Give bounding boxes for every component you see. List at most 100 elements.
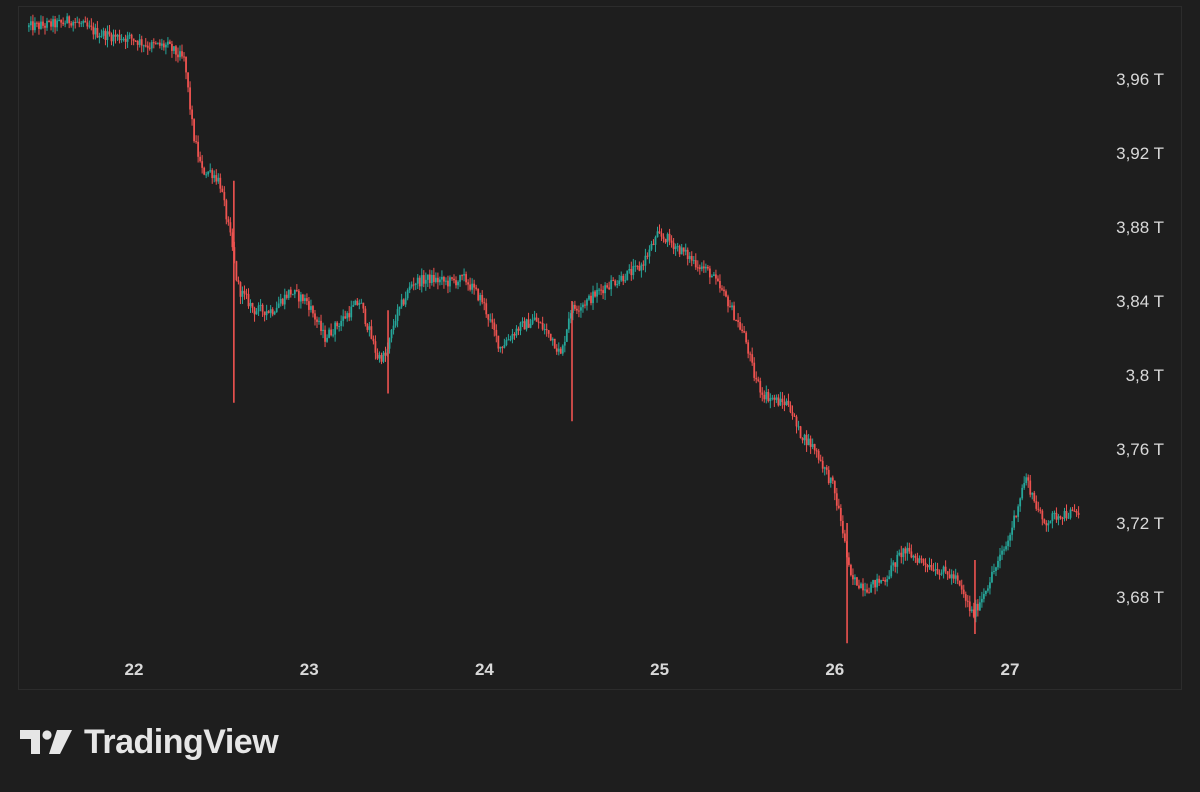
candle-body bbox=[880, 579, 883, 583]
candle-body bbox=[203, 167, 206, 175]
candle-body bbox=[169, 41, 171, 44]
candle-body bbox=[1019, 498, 1022, 507]
candle-body bbox=[745, 332, 748, 343]
candle-body bbox=[201, 161, 204, 168]
candle-body bbox=[136, 41, 139, 45]
candle-body bbox=[684, 249, 687, 252]
candle-body bbox=[400, 299, 403, 307]
candle-body bbox=[436, 277, 439, 283]
candle-body bbox=[229, 222, 232, 233]
candle-body bbox=[561, 345, 564, 354]
candle-body bbox=[432, 274, 435, 282]
candle-body bbox=[70, 23, 73, 26]
candle-body bbox=[314, 313, 316, 320]
candle-body bbox=[1027, 477, 1030, 481]
candle-body bbox=[658, 231, 661, 234]
candle-body bbox=[964, 594, 967, 601]
candle-body bbox=[273, 312, 276, 315]
candle-body bbox=[185, 56, 187, 73]
candle-body bbox=[62, 22, 65, 25]
y-tick-label: 3,84 T bbox=[1116, 292, 1164, 311]
candle-body bbox=[402, 299, 405, 305]
candle-body bbox=[96, 27, 99, 38]
candle-body bbox=[1033, 492, 1036, 502]
candle-body bbox=[342, 316, 345, 321]
candle-body bbox=[1041, 510, 1044, 520]
candle-body bbox=[177, 54, 179, 58]
candle-body bbox=[710, 275, 713, 278]
candle-body bbox=[894, 562, 897, 567]
candle-body bbox=[1061, 517, 1064, 519]
candle-body bbox=[1021, 487, 1024, 499]
candle-body bbox=[634, 265, 637, 267]
candle-body bbox=[713, 274, 715, 276]
candle-body bbox=[815, 450, 818, 452]
candle-body bbox=[729, 306, 731, 308]
candle-body bbox=[936, 568, 939, 574]
candle-body bbox=[567, 318, 570, 330]
candle-body bbox=[513, 334, 516, 336]
candle-body bbox=[785, 400, 788, 406]
y-tick-label: 3,72 T bbox=[1116, 514, 1164, 533]
candle-body bbox=[279, 298, 282, 304]
candle-body bbox=[892, 562, 895, 566]
candle-body bbox=[368, 326, 371, 330]
candle-body bbox=[1043, 519, 1046, 524]
candle-body bbox=[527, 319, 530, 328]
candle-body bbox=[404, 298, 407, 305]
candle-body bbox=[582, 304, 584, 308]
candle-body bbox=[29, 21, 32, 26]
candle-body bbox=[843, 533, 846, 542]
candle-body bbox=[215, 175, 218, 182]
candle-body bbox=[124, 38, 127, 42]
x-tick-label: 22 bbox=[125, 660, 144, 679]
candle-body bbox=[924, 562, 927, 566]
chart-area[interactable]: 3,96 T 3,92 T 3,88 T 3,84 T 3,8 T 3,76 T 3,72 … bbox=[18, 6, 1182, 690]
candle-body bbox=[1017, 506, 1020, 517]
candle-body bbox=[517, 328, 520, 331]
candle-body bbox=[521, 321, 524, 323]
candle-body bbox=[559, 348, 562, 354]
candle-body bbox=[805, 434, 808, 446]
candle-body bbox=[1055, 512, 1058, 520]
candle-body bbox=[775, 397, 778, 400]
candle-body bbox=[94, 27, 97, 35]
candle-body bbox=[920, 558, 923, 560]
candle-body bbox=[1047, 523, 1050, 526]
candle-body bbox=[950, 574, 953, 579]
candle-body bbox=[293, 290, 296, 295]
candle-body bbox=[209, 170, 212, 172]
candle-body bbox=[640, 264, 643, 271]
candle-body bbox=[682, 247, 685, 252]
candle-body bbox=[1001, 550, 1003, 555]
candle-body bbox=[934, 568, 937, 571]
candle-body bbox=[985, 590, 987, 594]
candle-body bbox=[717, 278, 719, 282]
candle-body bbox=[874, 580, 876, 588]
candle-body bbox=[156, 42, 159, 44]
candle-body bbox=[84, 20, 87, 23]
candle-body bbox=[759, 380, 762, 393]
candle-body bbox=[763, 394, 766, 400]
candle-body bbox=[841, 520, 844, 534]
candle-body bbox=[525, 319, 528, 330]
candle-body bbox=[213, 175, 216, 179]
candle-body bbox=[993, 571, 995, 573]
candle-body bbox=[555, 348, 558, 352]
candle-body bbox=[688, 255, 691, 260]
price-chart[interactable]: 3,96 T 3,92 T 3,88 T 3,84 T 3,8 T 3,76 T 3,72 … bbox=[19, 7, 1183, 691]
candle-body bbox=[239, 282, 242, 297]
candle-body bbox=[1037, 508, 1040, 510]
candle-body bbox=[173, 46, 175, 51]
candle-body bbox=[426, 274, 429, 280]
candle-body bbox=[600, 289, 602, 291]
candle-body bbox=[970, 609, 973, 612]
candle-body bbox=[134, 40, 137, 42]
candle-body bbox=[789, 405, 792, 413]
candle-body bbox=[823, 467, 826, 469]
candle-body bbox=[668, 233, 671, 241]
candle-body bbox=[191, 109, 193, 120]
candle-body bbox=[1025, 477, 1028, 484]
candle-body bbox=[1073, 510, 1076, 512]
candle-body bbox=[610, 280, 613, 290]
